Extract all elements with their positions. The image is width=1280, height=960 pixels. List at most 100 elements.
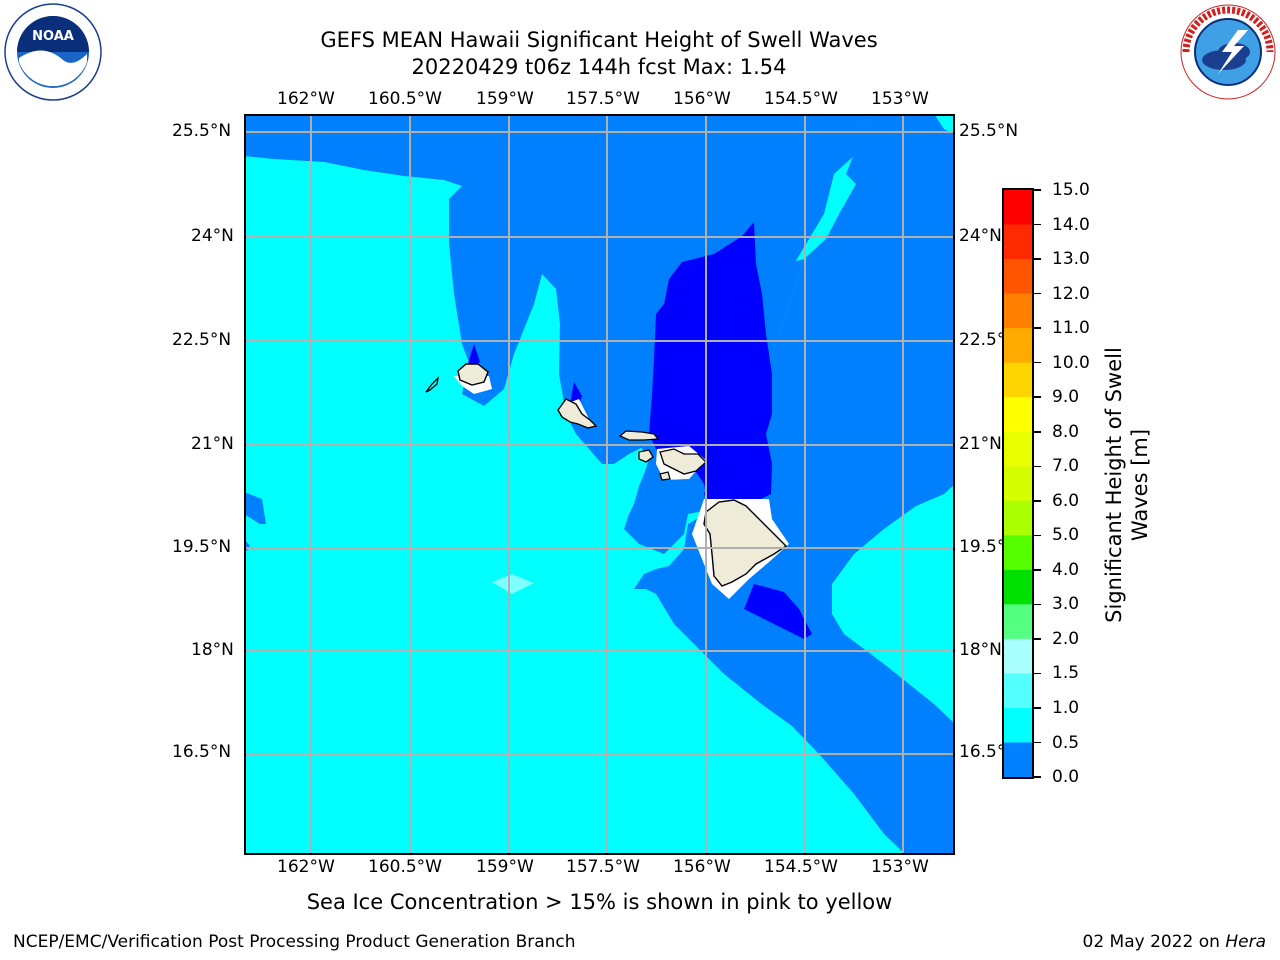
colorbar-tick-mark — [1034, 603, 1041, 606]
lat-tick-right: 18°N — [959, 640, 1002, 660]
colorbar-tick-mark — [1034, 223, 1041, 226]
colorbar-tick-label: 9.0 — [1052, 387, 1080, 408]
colorbar-segment — [1004, 190, 1032, 226]
sea-ice-note: Sea Ice Concentration > 15% is shown in … — [306, 890, 893, 914]
noaa-logo-text: NOAA — [32, 29, 74, 44]
colorbar-tick-label: 6.0 — [1052, 490, 1080, 511]
colorbar-segment — [1004, 500, 1032, 536]
lon-tick-bottom: 160.5°W — [368, 857, 442, 877]
lon-tick-top: 157.5°W — [566, 89, 640, 109]
colorbar-tick-mark — [1034, 534, 1041, 536]
colorbar-tick-mark — [1034, 638, 1041, 640]
colorbar-tick-mark — [1034, 189, 1041, 191]
lon-tick-bottom: 162°W — [277, 857, 335, 877]
island-molokai — [618, 430, 660, 441]
colorbar-segment — [1004, 535, 1032, 571]
lon-tick-bottom: 157.5°W — [566, 857, 640, 877]
colorbar-tick-label: 7.0 — [1052, 456, 1080, 477]
colorbar-tick-mark — [1034, 707, 1041, 709]
colorbar-label: Significant Height of Swell Waves [m] — [1102, 347, 1152, 623]
island-maui — [659, 448, 707, 475]
colorbar-tick-label: 10.0 — [1052, 352, 1090, 373]
colorbar-tick-mark — [1034, 431, 1041, 433]
footer-host: Hera — [1225, 932, 1266, 952]
graticule — [245, 115, 954, 854]
colorbar-tick-mark — [1034, 776, 1041, 778]
lat-tick-right: 24°N — [959, 226, 1002, 246]
island-kahoolawe — [659, 471, 671, 481]
colorbar-tick-mark — [1034, 327, 1041, 329]
lon-tick-top: 154.5°W — [764, 89, 838, 109]
footer-date: 02 May 2022 on Hera — [1083, 932, 1267, 952]
chart-subtitle: 20220429 t06z 144h fcst Max: 1.54 — [411, 55, 787, 79]
colorbar-tick-label: 5.0 — [1052, 525, 1080, 546]
lat-tick-right: 21°N — [959, 434, 1002, 454]
colorbar-segment — [1004, 707, 1032, 744]
colorbar-segment — [1004, 604, 1032, 640]
swell-band-0.5-1.0 — [245, 492, 266, 524]
colorbar-segment — [1004, 742, 1032, 777]
island-oahu — [557, 398, 598, 429]
colorbar-segment — [1004, 362, 1032, 398]
swell-band-0.5-1.0 — [245, 115, 873, 464]
swell-band-1.5-2.0 — [492, 574, 534, 594]
colorbar-tick-mark — [1034, 292, 1041, 295]
lon-tick-top: 156°W — [673, 89, 731, 109]
lat-tick-left: 21°N — [191, 434, 234, 454]
colorbar-tick-mark — [1034, 500, 1041, 502]
lat-tick-left: 16.5°N — [172, 742, 232, 762]
colorbar-tick-label: 4.0 — [1052, 559, 1080, 580]
colorbar-tick-mark — [1034, 396, 1041, 398]
island-kauai — [457, 363, 489, 386]
footer-branch: NCEP/EMC/Verification Post Processing Pr… — [13, 932, 576, 952]
colorbar-tick-label: 3.0 — [1052, 594, 1080, 615]
lon-tick-bottom: 154.5°W — [764, 857, 838, 877]
swell-band-0.5-1.0 — [634, 115, 954, 854]
colorbar-tick-mark — [1034, 741, 1041, 744]
lat-tick-left: 22.5°N — [172, 330, 232, 350]
colorbar-segment — [1004, 638, 1032, 675]
footer-date-text: 02 May 2022 on — [1082, 932, 1226, 952]
colorbar-tick-label: 1.0 — [1052, 697, 1080, 718]
lon-tick-top: 153°W — [871, 89, 929, 109]
colorbar-tick-mark — [1034, 258, 1041, 260]
lon-tick-top: 160.5°W — [368, 89, 442, 109]
swell-band-0-0.5 — [744, 584, 812, 639]
colorbar-segment — [1004, 431, 1032, 467]
lat-tick-left: 25.5°N — [172, 121, 232, 141]
island-niihau — [425, 376, 439, 393]
lat-tick-left: 24°N — [191, 226, 234, 246]
lon-tick-top: 162°W — [277, 89, 335, 109]
colorbar-segment — [1004, 293, 1032, 329]
colorbar-segment — [1004, 673, 1032, 709]
colorbar-tick-label: 12.0 — [1052, 283, 1090, 304]
lon-tick-top: 159°W — [476, 89, 534, 109]
colorbar-tick-label: 8.0 — [1052, 421, 1080, 442]
lat-tick-right: 25.5°N — [959, 121, 1019, 141]
colorbar-segment — [1004, 259, 1032, 295]
chart-title: GEFS MEAN Hawaii Significant Height of S… — [320, 28, 878, 52]
map-frame — [244, 114, 955, 855]
swell-band-0.5-1.0 — [245, 540, 250, 553]
colorbar-tick-label: 14.0 — [1052, 214, 1090, 235]
swell-band-0-0.5 — [649, 222, 772, 506]
lon-tick-bottom: 159°W — [476, 857, 534, 877]
island-lanai — [638, 449, 654, 463]
colorbar-segment — [1004, 466, 1032, 502]
lat-tick-left: 18°N — [191, 640, 234, 660]
colorbar-segment — [1004, 224, 1032, 260]
lat-tick-left: 19.5°N — [172, 537, 232, 557]
colorbar-tick-label: 0.5 — [1052, 732, 1080, 753]
map-area — [244, 114, 955, 855]
colorbar — [1002, 188, 1034, 779]
nws-logo — [1178, 2, 1278, 102]
colorbar-segment — [1004, 569, 1032, 605]
colorbar-tick-mark — [1034, 361, 1041, 364]
noaa-logo: NOAA — [3, 2, 103, 102]
colorbar-tick-mark — [1034, 672, 1041, 675]
colorbar-tick-label: 0.0 — [1052, 767, 1080, 787]
colorbar-segment — [1004, 328, 1032, 364]
colorbar-tick-label: 15.0 — [1052, 180, 1090, 200]
colorbar-tick-label: 13.0 — [1052, 249, 1090, 270]
colorbar-tick-label: 11.0 — [1052, 318, 1090, 339]
